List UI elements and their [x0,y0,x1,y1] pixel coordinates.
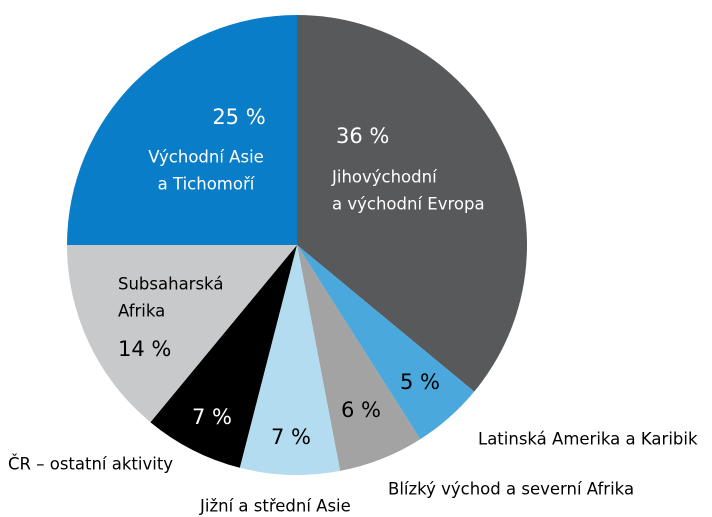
slice-label: Subsaharská [118,275,223,294]
slice-label: Blízký východ a severní Afrika [388,480,634,499]
slice-label: Afrika [118,302,165,321]
value-label: 7 % [271,425,311,449]
value-label: 5 % [400,370,440,394]
pie-slice [67,15,297,245]
slice-label: Jihovýchodní [331,168,438,187]
value-label: 25 % [212,105,265,129]
slice-label: ČR – ostatní aktivity [8,455,173,474]
pie-slice [67,245,297,423]
value-label: 6 % [341,398,381,422]
slice-label: Latinská Amerika a Karibik [478,430,698,449]
pie-slice [150,245,297,468]
pie-slice [297,245,475,440]
value-label: 7 % [192,405,232,429]
slice-label: Jižní a střední Asie [199,497,351,516]
pie-slice [239,245,341,475]
value-label: 14 % [118,337,171,361]
slice-label: a Tichomoří [158,175,256,194]
slice-label: Východní Asie [148,148,264,167]
pie-slice [297,15,527,392]
slice-label: a východní Evropa [332,195,485,214]
pie-slice [297,245,421,471]
value-label: 36 % [336,124,389,148]
